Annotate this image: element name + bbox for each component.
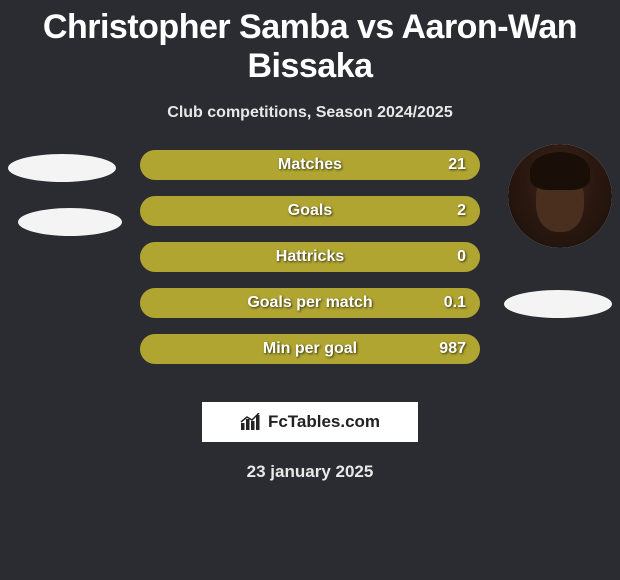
page-title: Christopher Samba vs Aaron-Wan Bissaka: [0, 0, 620, 86]
bar-label: Goals: [288, 202, 332, 220]
stat-bar: Goals 2: [140, 196, 480, 226]
stat-bar: Min per goal 987: [140, 334, 480, 364]
decorative-oval: [8, 154, 116, 182]
stats-area: Matches 21 Goals 2 Hattricks 0 Goals per match…: [0, 150, 620, 390]
bar-value: 0.1: [444, 294, 466, 312]
subtitle: Club competitions, Season 2024/2025: [0, 104, 620, 122]
avatar-face-icon: [508, 144, 612, 248]
footer-brand-text: FcTables.com: [268, 412, 380, 432]
decorative-oval: [504, 290, 612, 318]
date-label: 23 january 2025: [0, 462, 620, 482]
decorative-oval: [18, 208, 122, 236]
bar-label: Goals per match: [247, 294, 372, 312]
bar-label: Min per goal: [263, 340, 357, 358]
footer-brand: FcTables.com: [202, 402, 418, 442]
bar-chart-icon: [240, 413, 262, 431]
stat-bars: Matches 21 Goals 2 Hattricks 0 Goals per match…: [140, 150, 480, 380]
stat-bar: Matches 21: [140, 150, 480, 180]
stat-bar: Hattricks 0: [140, 242, 480, 272]
stat-bar: Goals per match 0.1: [140, 288, 480, 318]
bar-value: 0: [457, 248, 466, 266]
bar-value: 987: [439, 340, 466, 358]
bar-label: Hattricks: [276, 248, 344, 266]
player-right-avatar: [508, 144, 612, 248]
bar-label: Matches: [278, 156, 342, 174]
bar-value: 2: [457, 202, 466, 220]
bar-value: 21: [448, 156, 466, 174]
